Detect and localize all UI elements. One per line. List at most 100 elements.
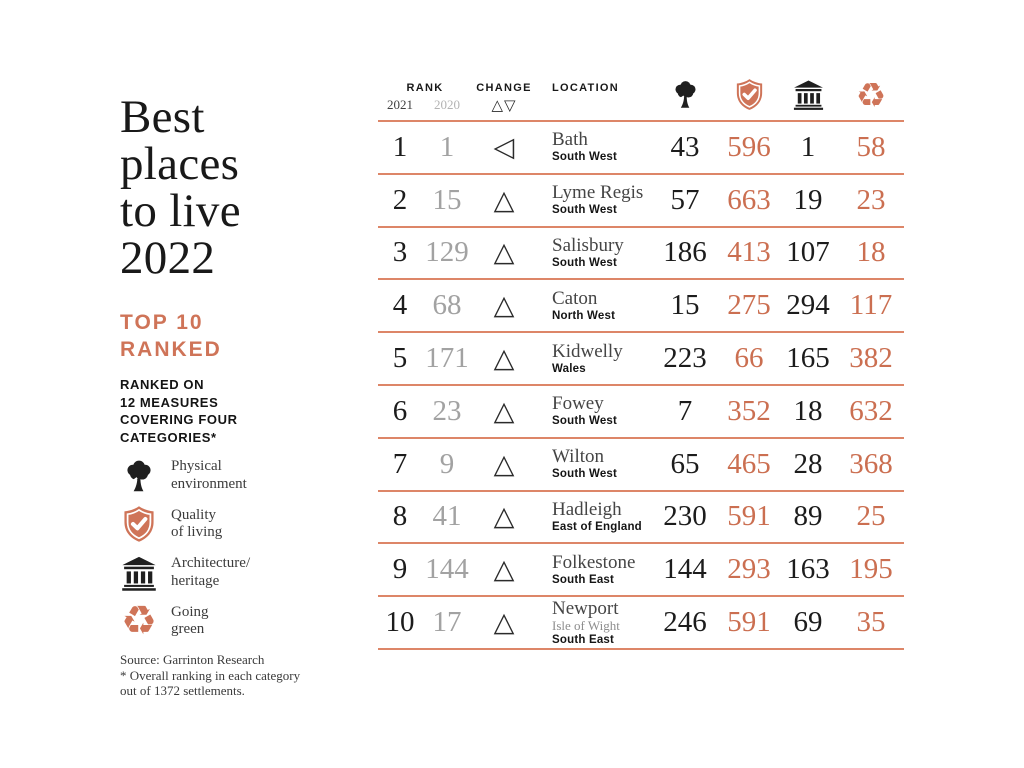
legend-label-line: Quality: [171, 506, 216, 523]
physical-environment-value: 144: [663, 553, 707, 586]
rank-2020-value: 15: [432, 183, 462, 216]
shield-check-icon: [720, 76, 778, 120]
architecture-heritage-value: 19: [793, 183, 823, 216]
legend-label-line: green: [171, 621, 205, 637]
location-name: Wilton: [552, 446, 605, 468]
rank-2021-value: 3: [392, 236, 408, 269]
location-cell: Bath South West: [536, 130, 650, 164]
legend-label-line: of living: [171, 524, 223, 540]
architecture-heritage-value: 163: [786, 553, 830, 586]
table-row: 8 41 △ Hadleigh East of England 230 591 …: [378, 492, 904, 545]
legend-label-line: Physical: [171, 458, 222, 474]
location-region: North West: [552, 309, 616, 322]
architecture-heritage-value: 28: [793, 447, 823, 480]
source-footnote: Source: Garrinton Research * Overall ran…: [120, 652, 330, 699]
legend-label: Going green: [171, 604, 209, 639]
architecture-heritage-value: 294: [786, 289, 830, 322]
location-cell: Newport Isle of Wight South East: [536, 598, 650, 647]
quality-of-living-value: 591: [727, 500, 771, 533]
rank-2020-value: 144: [425, 553, 469, 586]
rank-2021-value: 2: [392, 183, 408, 216]
table-header: RANK 2021 2020 CHANGE △▽ LOCATION: [378, 76, 904, 122]
location-name: Hadleigh: [552, 498, 622, 520]
location-region: East of England: [552, 520, 642, 533]
rank-2020-value: 9: [439, 447, 455, 480]
description-line: RANKED ON: [120, 377, 205, 392]
rank-2021-value: 8: [392, 500, 408, 533]
bank-icon: [120, 554, 158, 592]
location-subtitle: Isle of Wight: [552, 617, 620, 633]
architecture-heritage-value: 165: [786, 342, 830, 375]
location-cell: Hadleigh East of England: [536, 498, 650, 534]
going-green-value: 117: [849, 289, 893, 322]
rank-2021-value: 10: [385, 606, 415, 639]
quality-of-living-value: 275: [727, 289, 771, 322]
footnote-line: out of 1372 settlements.: [120, 683, 245, 698]
quality-of-living-value: 465: [727, 447, 771, 480]
physical-environment-value: 57: [670, 183, 700, 216]
year-2020-label: 2020: [434, 97, 460, 112]
architecture-heritage-value: 89: [793, 500, 823, 533]
quality-of-living-value: 293: [727, 553, 771, 586]
going-green-value: 58: [856, 130, 886, 163]
change-column-header: CHANGE △▽: [472, 76, 536, 120]
going-green-value: 23: [856, 183, 886, 216]
change-triangle-icon: △: [493, 607, 515, 639]
description-line: CATEGORIES*: [120, 429, 217, 445]
page-title: Best places to live 2022: [120, 94, 330, 282]
top10-ranked-label: TOP 10 RANKED: [120, 309, 330, 363]
physical-environment-value: 186: [663, 236, 707, 269]
location-region: South West: [552, 256, 618, 269]
legend-label-line: environment: [171, 475, 247, 492]
going-green-value: 368: [849, 447, 893, 480]
quality-of-living-value: 413: [727, 236, 771, 269]
architecture-heritage-value: 107: [786, 236, 830, 269]
change-triangle-icon: △: [493, 184, 515, 216]
physical-environment-value: 43: [670, 130, 700, 163]
title-line: to live: [120, 185, 241, 237]
location-region: South West: [552, 204, 618, 217]
legend-item-going-green: ♻ Going green: [120, 601, 330, 641]
change-triangle-icon: △: [493, 501, 515, 533]
legend-label-line: Going: [171, 603, 209, 620]
change-header-label: CHANGE: [476, 82, 532, 94]
rank-2021-value: 7: [392, 447, 408, 480]
location-name: Fowey: [552, 393, 604, 415]
location-cell: Caton North West: [536, 288, 650, 323]
change-triangle-icon: △: [493, 554, 515, 586]
change-triangle-icon: △: [493, 343, 515, 375]
location-cell: Fowey South West: [536, 394, 650, 428]
recycle-icon: ♻: [855, 76, 887, 116]
architecture-heritage-value: 18: [793, 394, 823, 427]
location-cell: Lyme Regis South West: [536, 183, 650, 217]
architecture-heritage-value: 1: [800, 130, 816, 163]
rank-2021-value: 1: [392, 130, 408, 163]
rank-2021-value: 9: [392, 553, 408, 586]
location-region: South West: [552, 151, 618, 164]
legend-item-quality-of-living: Quality of living: [120, 505, 330, 543]
table-row: 7 9 △ Wilton South West 65 465 28 368: [378, 439, 904, 492]
physical-environment-value: 246: [663, 606, 707, 639]
physical-environment-value: 65: [670, 447, 700, 480]
legend-label: Physical environment: [171, 458, 247, 493]
quality-of-living-value: 591: [727, 606, 771, 639]
architecture-heritage-value: 69: [793, 606, 823, 639]
going-green-value: 25: [856, 500, 886, 533]
legend-label-line: heritage: [171, 572, 220, 589]
rank-2021-value: 4: [392, 289, 408, 322]
footnote-line: Source: Garrinton Research: [120, 652, 265, 667]
rank-2020-value: 129: [425, 236, 469, 269]
location-region: South West: [552, 468, 618, 481]
rank-column-header: RANK 2021 2020: [378, 76, 472, 120]
location-cell: Folkestone South East: [536, 551, 650, 587]
location-name: Folkestone: [552, 551, 636, 573]
going-green-value: 382: [849, 342, 893, 375]
rank-2020-value: 1: [439, 130, 455, 163]
legend-item-architecture-heritage: Architecture/ heritage: [120, 554, 330, 592]
legend-label-line: Architecture/: [171, 555, 251, 571]
rank-2020-value: 171: [425, 342, 469, 375]
location-name: Bath: [552, 129, 588, 151]
location-region: South East: [552, 633, 615, 646]
description-line: 12 MEASURES: [120, 394, 219, 410]
legend-label: Architecture/ heritage: [171, 555, 250, 590]
